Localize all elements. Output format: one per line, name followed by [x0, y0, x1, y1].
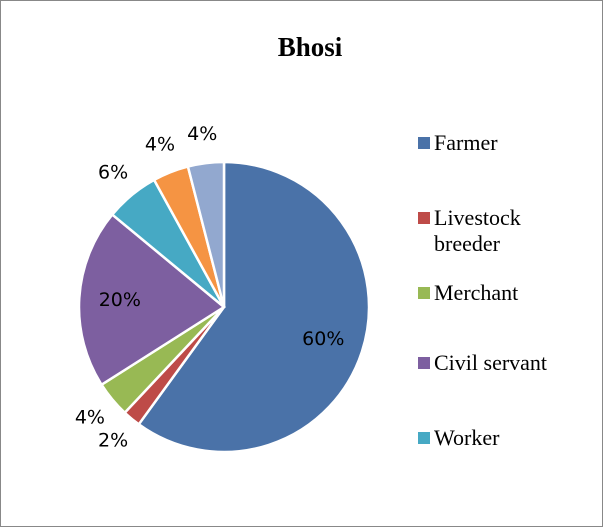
legend-item: Farmer: [418, 130, 588, 156]
pie-slice: [186, 160, 226, 308]
data-label: 6%: [98, 161, 128, 183]
data-label: 4%: [75, 406, 105, 428]
pie-slice: [77, 212, 227, 387]
legend-label: Worker: [434, 425, 500, 450]
legend-swatch: [418, 357, 430, 369]
pie-slice: [137, 160, 371, 454]
data-label: 60%: [302, 328, 344, 350]
legend-item: Worker: [418, 425, 588, 451]
legend-item: Livestock breeder: [418, 205, 588, 257]
legend-swatch: [418, 212, 430, 224]
legend-label: Livestock breeder: [434, 205, 521, 256]
legend-item: Civil servant: [418, 350, 588, 376]
legend-swatch: [418, 287, 430, 299]
chart-title: Bhosi: [278, 32, 343, 62]
legend-label: Merchant: [434, 280, 519, 305]
legend-label: Farmer: [434, 130, 498, 155]
data-label: 20%: [99, 289, 141, 311]
data-label: 4%: [145, 134, 175, 156]
legend-item: Merchant: [418, 280, 588, 306]
data-label: 2%: [98, 430, 128, 452]
data-label: 4%: [187, 123, 217, 145]
legend-swatch: [418, 432, 430, 444]
legend-swatch: [418, 137, 430, 149]
legend-label: Civil servant: [434, 350, 548, 375]
